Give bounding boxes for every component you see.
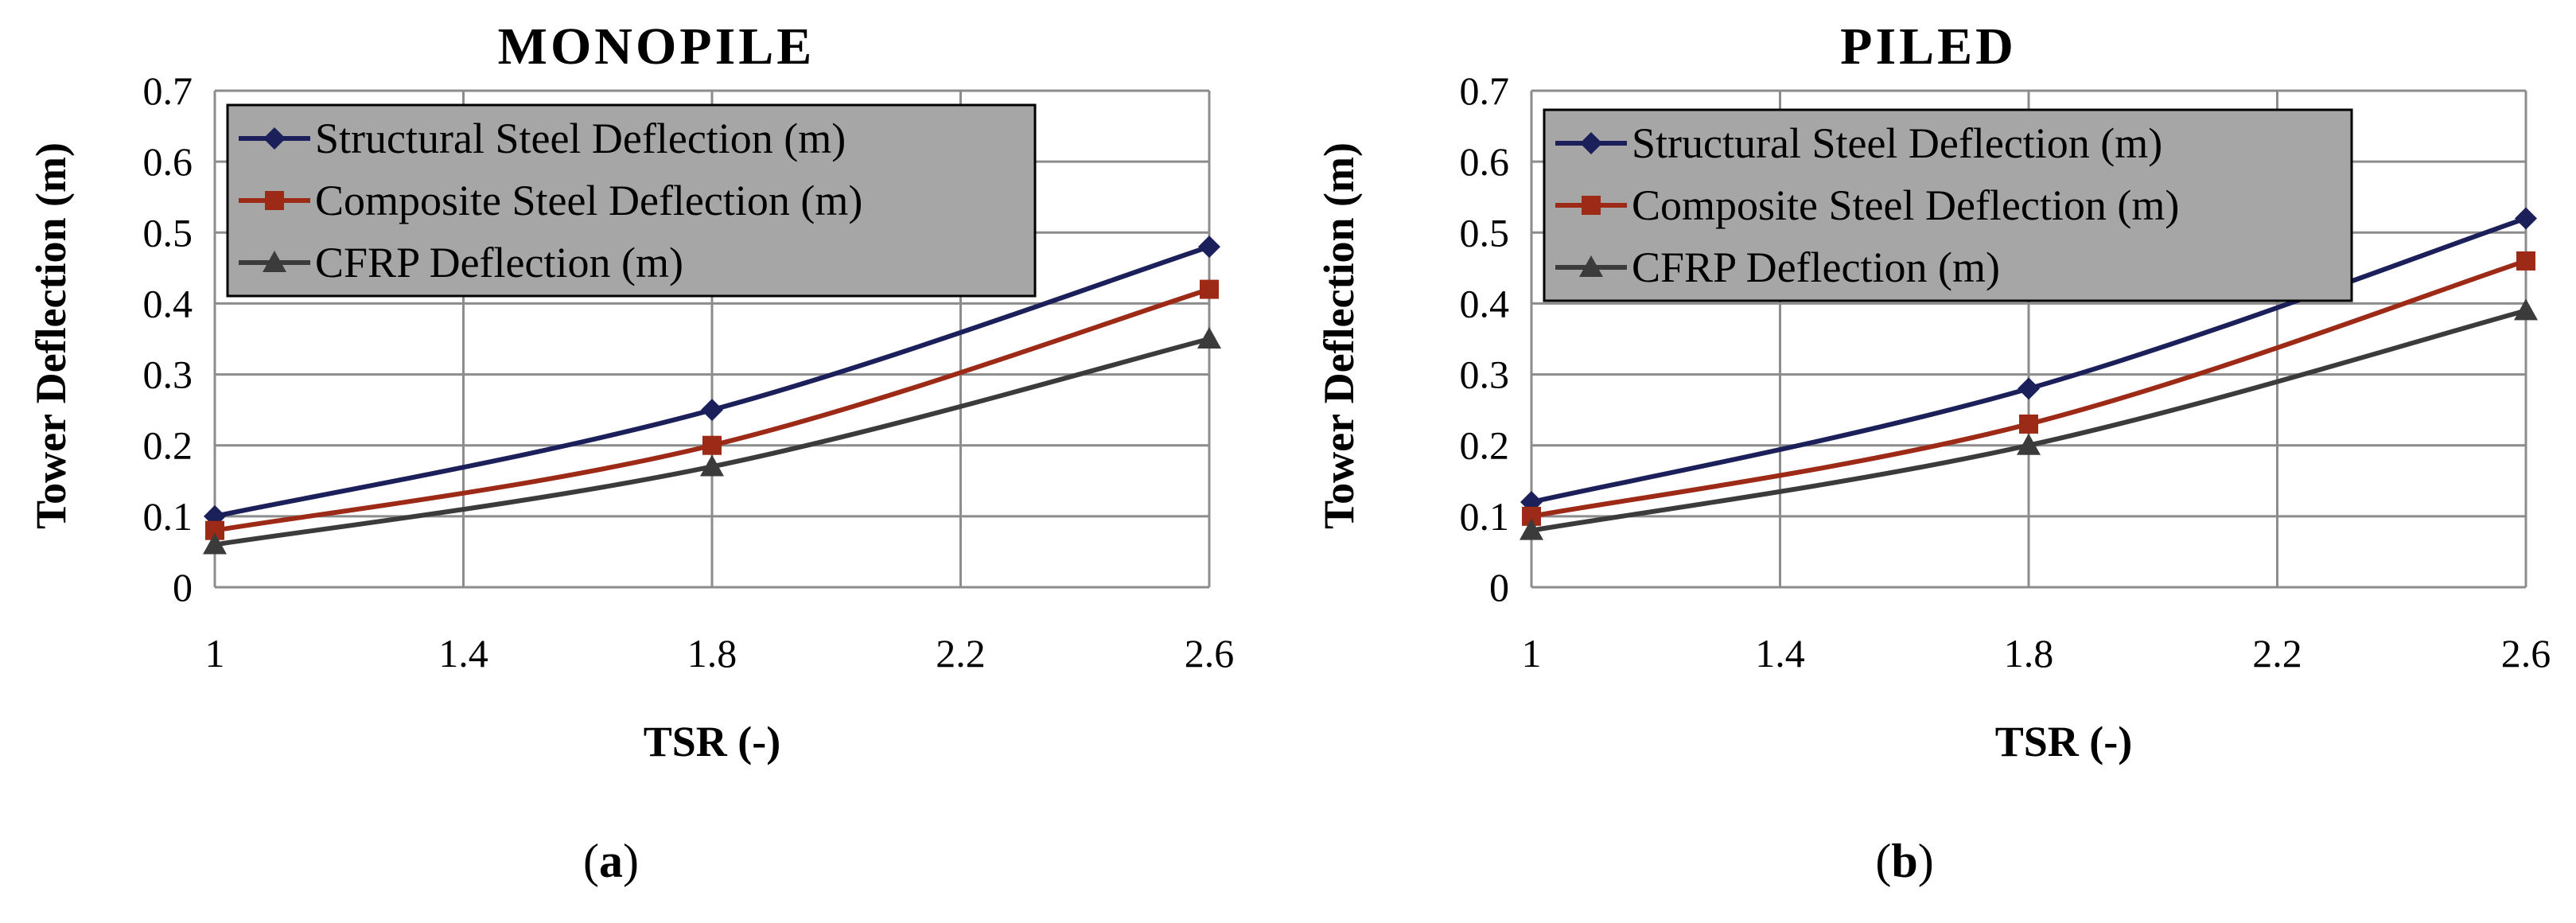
- chart-piled-svg: PILED 0 0.1 0.2 0.3 0.4 0.5 0.6 0.7 1 1.4 1.8 2.2 2.…: [1315, 18, 2551, 887]
- caption-close: ): [1918, 835, 1934, 887]
- y-tick-label: 0.6: [143, 139, 193, 184]
- figure-caption: (b): [1875, 835, 1933, 887]
- data-point: [2515, 207, 2537, 230]
- legend-label: Structural Steel Deflection (m): [1632, 119, 2162, 167]
- series: [1520, 207, 2538, 540]
- x-tick-label: 1: [1522, 631, 1542, 676]
- y-tick-label: 0.5: [1460, 210, 1510, 255]
- figure-caption: (a): [583, 835, 639, 887]
- data-point: [1520, 518, 1543, 540]
- series-2: [1522, 251, 2535, 526]
- y-tick-label: 0.3: [1460, 352, 1510, 397]
- legend-label: Composite Steel Deflection (m): [1632, 181, 2179, 229]
- data-point: [2019, 414, 2038, 434]
- y-tick-label: 0.2: [1460, 423, 1510, 468]
- legend-marker: [263, 251, 286, 272]
- data-point: [702, 435, 722, 455]
- legend-item-3: CFRP Deflection (m): [239, 239, 683, 286]
- legend-box: [1543, 108, 2353, 302]
- y-tick-label: 0.1: [143, 494, 193, 539]
- caption-open: (: [1875, 835, 1891, 887]
- x-tick-label: 1.4: [438, 631, 488, 676]
- series: [203, 236, 1221, 555]
- y-tick-label: 0.4: [1460, 281, 1510, 325]
- data-point: [701, 399, 723, 422]
- tick-labels: 0 0.1 0.2 0.3 0.4 0.5 0.6 0.7 1 1.4 1.8 2.2 2.6: [1460, 68, 2551, 676]
- y-tick-label: 0.3: [143, 352, 193, 397]
- data-point: [2516, 251, 2535, 271]
- x-tick-label: 2.2: [2252, 631, 2302, 676]
- legend-marker: [1582, 196, 1601, 215]
- legend-label: Composite Steel Deflection (m): [315, 177, 862, 224]
- data-point: [1200, 279, 1219, 299]
- chart-title: MONOPILE: [498, 18, 815, 76]
- x-tick-label: 1.4: [1755, 631, 1805, 676]
- legend-item-2: Composite Steel Deflection (m): [1555, 181, 2179, 229]
- data-point: [700, 454, 724, 477]
- tick-labels: 0 0.1 0.2 0.3 0.4 0.5 0.6 0.7 1 1.4 1.8 2.2 2.6: [143, 68, 1235, 676]
- series-3: [1520, 298, 2538, 540]
- x-tick-label: 2.6: [2501, 631, 2551, 676]
- y-axis-title: Tower Deflection (m): [1315, 142, 1363, 529]
- x-tick-label: 1.8: [2004, 631, 2054, 676]
- chart-title: PILED: [1840, 18, 2017, 76]
- legend-marker: [263, 127, 286, 150]
- series-1: [204, 236, 1220, 528]
- y-tick-label: 0.7: [1460, 68, 1510, 113]
- legend-label: CFRP Deflection (m): [315, 239, 683, 286]
- y-tick-label: 0: [173, 565, 193, 609]
- caption-letter: a: [599, 835, 623, 887]
- y-tick-label: 0.4: [143, 281, 193, 325]
- data-point: [203, 532, 227, 555]
- caption-letter: b: [1891, 835, 1917, 887]
- data-point: [2514, 298, 2538, 321]
- y-tick-label: 0: [1489, 565, 1509, 609]
- legend-item-1: Structural Steel Deflection (m): [1555, 119, 2162, 167]
- x-axis-title: TSR (-): [1995, 718, 2133, 765]
- legend-marker: [265, 191, 284, 210]
- y-tick-label: 0.1: [1460, 494, 1510, 539]
- y-tick-label: 0.5: [143, 210, 193, 255]
- data-point: [2018, 377, 2040, 400]
- x-axis-title: TSR (-): [644, 718, 781, 765]
- legend-item-3: CFRP Deflection (m): [1555, 243, 2000, 291]
- y-tick-label: 0.2: [143, 423, 193, 468]
- legend: Structural Steel Deflection (m) Composite…: [1543, 108, 2353, 302]
- x-tick-label: 2.2: [936, 631, 986, 676]
- legend: Structural Steel Deflection (m) Composite…: [226, 103, 1037, 298]
- legend-marker: [1580, 132, 1602, 154]
- data-point: [2017, 433, 2041, 455]
- legend-marker: [1579, 255, 1603, 277]
- data-point: [1197, 327, 1221, 349]
- legend-label: CFRP Deflection (m): [1632, 243, 2000, 291]
- chart-piled: PILED 0 0.1 0.2 0.3 0.4 0.5 0.6 0.7 1 1.4 1.8 2.2 2.…: [1288, 0, 2576, 923]
- x-tick-label: 1: [205, 631, 225, 676]
- y-tick-label: 0.7: [143, 68, 193, 113]
- legend-label: Structural Steel Deflection (m): [315, 115, 846, 162]
- x-tick-label: 2.6: [1185, 631, 1235, 676]
- y-axis-title: Tower Deflection (m): [27, 142, 75, 529]
- x-tick-label: 1.8: [687, 631, 737, 676]
- series-3: [203, 327, 1221, 555]
- caption-open: (: [583, 835, 599, 887]
- legend-box: [226, 103, 1037, 298]
- data-point: [1198, 236, 1220, 259]
- chart-monopile: MONOPILE 0 0.1 0.2 0.3 0.4 0.5 0.6 0.7 1 1.4 1.8 2.…: [27, 18, 1235, 887]
- legend-item-2: Composite Steel Deflection (m): [239, 177, 862, 224]
- y-tick-label: 0.6: [1460, 139, 1510, 184]
- legend-item-1: Structural Steel Deflection (m): [239, 115, 846, 162]
- caption-close: ): [623, 835, 639, 887]
- chart-monopile-svg: MONOPILE 0 0.1 0.2 0.3 0.4 0.5 0.6 0.7 1 1.4 1.8 2.…: [27, 18, 1235, 887]
